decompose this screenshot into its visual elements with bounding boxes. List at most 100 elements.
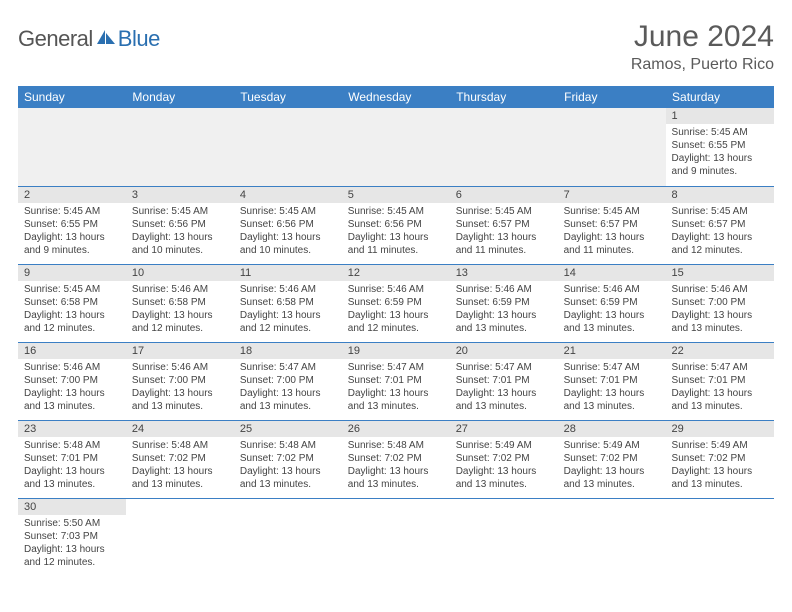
day-number: 23 [18,421,126,437]
blank-cell [18,108,126,186]
day-detail: Sunrise: 5:45 AMSunset: 6:58 PMDaylight:… [18,281,126,339]
weekday-header: Tuesday [234,86,342,108]
calendar-row: 2Sunrise: 5:45 AMSunset: 6:55 PMDaylight… [18,186,774,264]
day-number: 18 [234,343,342,359]
day-cell: 4Sunrise: 5:45 AMSunset: 6:56 PMDaylight… [234,186,342,264]
blank-cell [342,108,450,186]
day-detail: Sunrise: 5:49 AMSunset: 7:02 PMDaylight:… [666,437,774,495]
day-detail: Sunrise: 5:47 AMSunset: 7:01 PMDaylight:… [666,359,774,417]
day-number: 2 [18,187,126,203]
day-cell: 9Sunrise: 5:45 AMSunset: 6:58 PMDaylight… [18,264,126,342]
blank-cell [558,108,666,186]
day-number: 5 [342,187,450,203]
day-number: 9 [18,265,126,281]
day-cell: 25Sunrise: 5:48 AMSunset: 7:02 PMDayligh… [234,420,342,498]
day-number: 16 [18,343,126,359]
day-number: 6 [450,187,558,203]
day-number: 26 [342,421,450,437]
day-number: 28 [558,421,666,437]
day-cell: 24Sunrise: 5:48 AMSunset: 7:02 PMDayligh… [126,420,234,498]
day-cell: 12Sunrise: 5:46 AMSunset: 6:59 PMDayligh… [342,264,450,342]
day-number: 13 [450,265,558,281]
day-cell: 14Sunrise: 5:46 AMSunset: 6:59 PMDayligh… [558,264,666,342]
day-number: 29 [666,421,774,437]
blank-cell [234,498,342,576]
weekday-header: Sunday [18,86,126,108]
day-detail: Sunrise: 5:46 AMSunset: 6:59 PMDaylight:… [342,281,450,339]
day-number: 30 [18,499,126,515]
day-cell: 7Sunrise: 5:45 AMSunset: 6:57 PMDaylight… [558,186,666,264]
weekday-header-row: SundayMondayTuesdayWednesdayThursdayFrid… [18,86,774,108]
weekday-header: Wednesday [342,86,450,108]
calendar-row: 16Sunrise: 5:46 AMSunset: 7:00 PMDayligh… [18,342,774,420]
day-cell: 29Sunrise: 5:49 AMSunset: 7:02 PMDayligh… [666,420,774,498]
calendar-row: 30Sunrise: 5:50 AMSunset: 7:03 PMDayligh… [18,498,774,576]
day-cell: 13Sunrise: 5:46 AMSunset: 6:59 PMDayligh… [450,264,558,342]
day-cell: 19Sunrise: 5:47 AMSunset: 7:01 PMDayligh… [342,342,450,420]
day-detail: Sunrise: 5:47 AMSunset: 7:01 PMDaylight:… [450,359,558,417]
logo-text-general: General [18,26,93,52]
day-cell: 20Sunrise: 5:47 AMSunset: 7:01 PMDayligh… [450,342,558,420]
day-cell: 5Sunrise: 5:45 AMSunset: 6:56 PMDaylight… [342,186,450,264]
day-number: 17 [126,343,234,359]
day-detail: Sunrise: 5:45 AMSunset: 6:56 PMDaylight:… [342,203,450,261]
day-number: 22 [666,343,774,359]
day-detail: Sunrise: 5:45 AMSunset: 6:57 PMDaylight:… [666,203,774,261]
day-cell: 2Sunrise: 5:45 AMSunset: 6:55 PMDaylight… [18,186,126,264]
blank-cell [234,108,342,186]
day-detail: Sunrise: 5:48 AMSunset: 7:02 PMDaylight:… [234,437,342,495]
blank-cell [666,498,774,576]
blank-cell [126,498,234,576]
blank-cell [342,498,450,576]
day-number: 25 [234,421,342,437]
blank-cell [126,108,234,186]
day-number: 12 [342,265,450,281]
sail-icon [95,28,117,51]
day-number: 7 [558,187,666,203]
title-block: June 2024 Ramos, Puerto Rico [631,20,774,74]
day-number: 8 [666,187,774,203]
day-detail: Sunrise: 5:48 AMSunset: 7:02 PMDaylight:… [342,437,450,495]
day-detail: Sunrise: 5:46 AMSunset: 6:59 PMDaylight:… [558,281,666,339]
day-number: 20 [450,343,558,359]
day-detail: Sunrise: 5:46 AMSunset: 7:00 PMDaylight:… [126,359,234,417]
day-detail: Sunrise: 5:46 AMSunset: 7:00 PMDaylight:… [18,359,126,417]
day-number: 15 [666,265,774,281]
calendar-row: 23Sunrise: 5:48 AMSunset: 7:01 PMDayligh… [18,420,774,498]
calendar-row: 9Sunrise: 5:45 AMSunset: 6:58 PMDaylight… [18,264,774,342]
day-detail: Sunrise: 5:45 AMSunset: 6:55 PMDaylight:… [666,124,774,182]
day-detail: Sunrise: 5:46 AMSunset: 6:59 PMDaylight:… [450,281,558,339]
day-cell: 1Sunrise: 5:45 AMSunset: 6:55 PMDaylight… [666,108,774,186]
day-cell: 8Sunrise: 5:45 AMSunset: 6:57 PMDaylight… [666,186,774,264]
day-detail: Sunrise: 5:50 AMSunset: 7:03 PMDaylight:… [18,515,126,573]
day-cell: 22Sunrise: 5:47 AMSunset: 7:01 PMDayligh… [666,342,774,420]
weekday-header: Saturday [666,86,774,108]
day-number: 24 [126,421,234,437]
location: Ramos, Puerto Rico [631,56,774,74]
day-cell: 11Sunrise: 5:46 AMSunset: 6:58 PMDayligh… [234,264,342,342]
day-detail: Sunrise: 5:47 AMSunset: 7:01 PMDaylight:… [342,359,450,417]
day-number: 3 [126,187,234,203]
day-number: 11 [234,265,342,281]
day-cell: 17Sunrise: 5:46 AMSunset: 7:00 PMDayligh… [126,342,234,420]
weekday-header: Friday [558,86,666,108]
logo-text-blue: Blue [118,26,160,52]
day-cell: 15Sunrise: 5:46 AMSunset: 7:00 PMDayligh… [666,264,774,342]
day-cell: 30Sunrise: 5:50 AMSunset: 7:03 PMDayligh… [18,498,126,576]
day-cell: 3Sunrise: 5:45 AMSunset: 6:56 PMDaylight… [126,186,234,264]
day-number: 14 [558,265,666,281]
day-detail: Sunrise: 5:47 AMSunset: 7:01 PMDaylight:… [558,359,666,417]
blank-cell [450,108,558,186]
day-number: 1 [666,108,774,124]
day-detail: Sunrise: 5:48 AMSunset: 7:01 PMDaylight:… [18,437,126,495]
day-number: 4 [234,187,342,203]
day-cell: 23Sunrise: 5:48 AMSunset: 7:01 PMDayligh… [18,420,126,498]
weekday-header: Monday [126,86,234,108]
day-detail: Sunrise: 5:45 AMSunset: 6:57 PMDaylight:… [558,203,666,261]
day-detail: Sunrise: 5:45 AMSunset: 6:56 PMDaylight:… [126,203,234,261]
logo: General Blue [18,26,160,52]
day-detail: Sunrise: 5:46 AMSunset: 6:58 PMDaylight:… [234,281,342,339]
day-detail: Sunrise: 5:49 AMSunset: 7:02 PMDaylight:… [558,437,666,495]
day-number: 27 [450,421,558,437]
calendar-table: SundayMondayTuesdayWednesdayThursdayFrid… [18,86,774,576]
